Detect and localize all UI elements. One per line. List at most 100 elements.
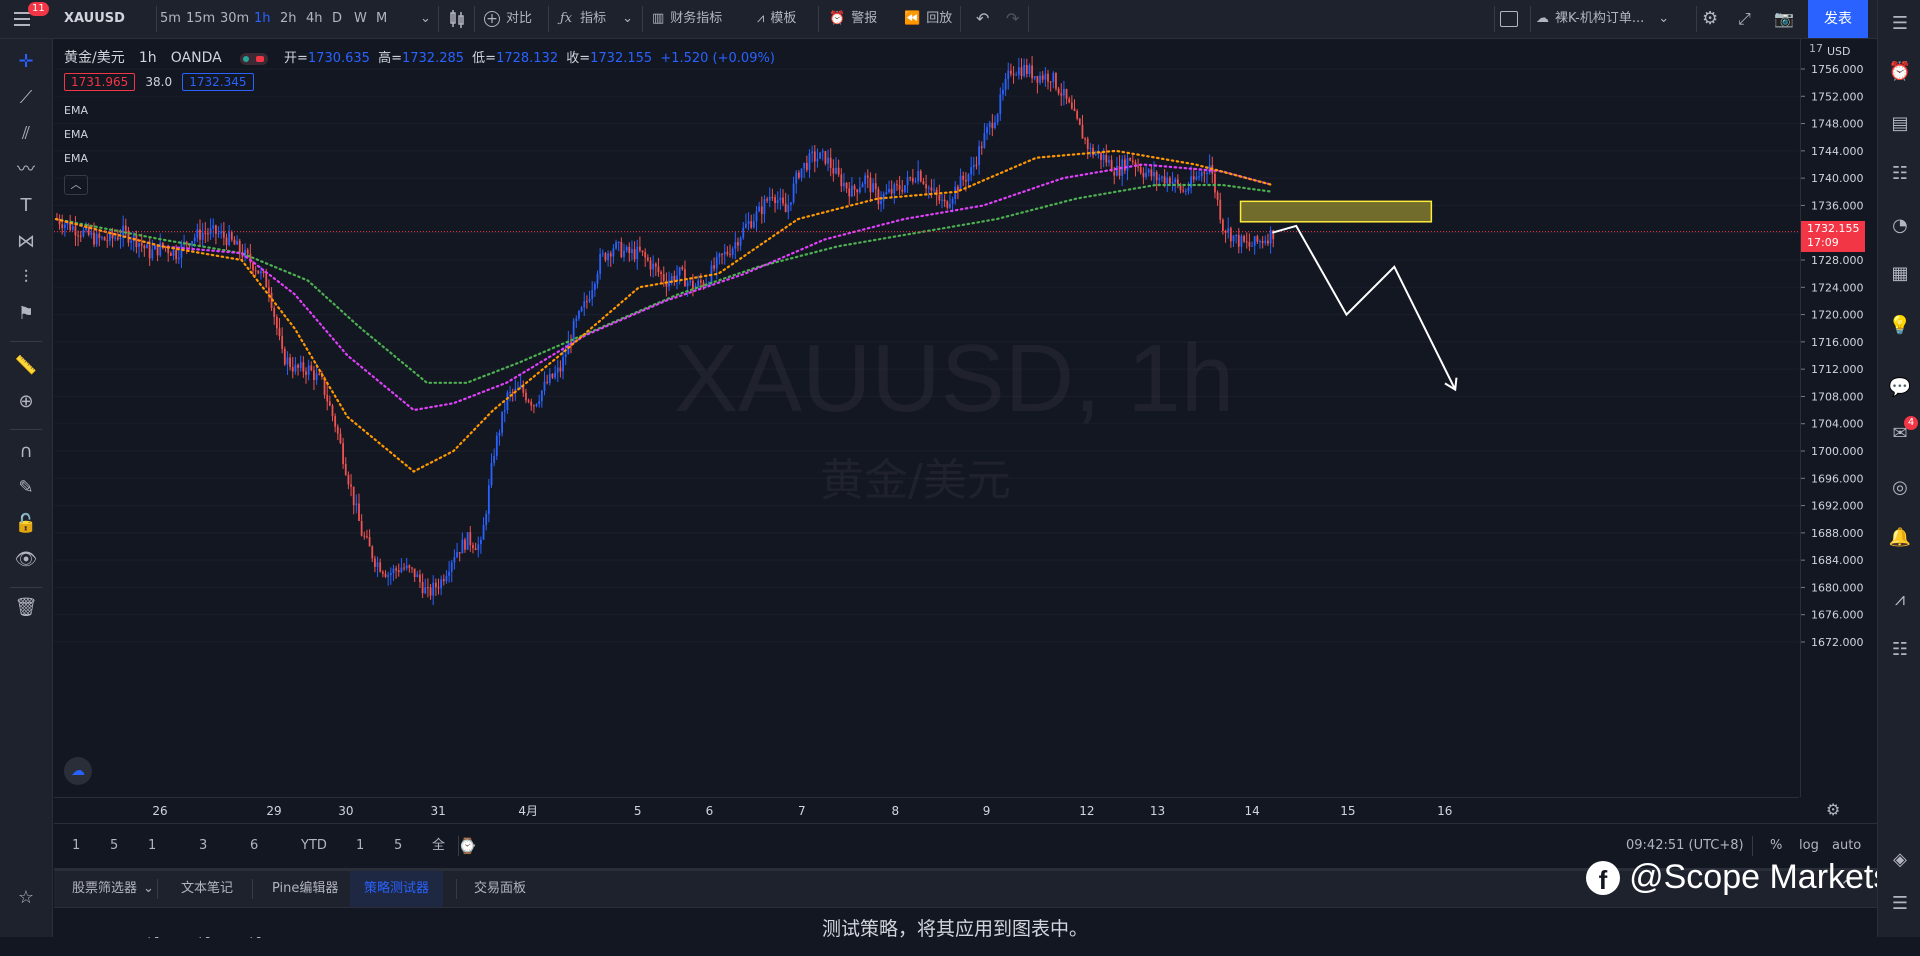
candle-body — [813, 151, 816, 162]
hotlist-icon[interactable]: ☷ — [1891, 163, 1909, 184]
interval-4h[interactable]: 4h — [306, 11, 323, 26]
candle-body — [424, 587, 427, 594]
lock-icon[interactable]: 🔓 — [14, 513, 38, 534]
interval-d[interactable]: D — [332, 11, 343, 26]
candle-body — [389, 573, 392, 576]
projection-path — [1272, 224, 1457, 391]
chart-type-button[interactable] — [447, 0, 467, 38]
star-icon[interactable]: ☆ — [17, 887, 35, 908]
publish-button[interactable]: 发表 — [1808, 0, 1868, 38]
indicator-ema-2[interactable]: EMA — [64, 128, 88, 141]
tradingview-logo[interactable]: ☁ — [64, 757, 92, 785]
interval-15m[interactable]: 15m — [186, 11, 216, 26]
menu-icon[interactable]: ☰ — [1891, 893, 1909, 914]
interval-30m[interactable]: 30m — [220, 11, 250, 26]
calendar-clock-icon[interactable]: ◔ — [1892, 215, 1908, 236]
camera-icon[interactable]: 📷 — [1774, 9, 1794, 28]
settings-gear-icon[interactable]: ⚙ — [1702, 8, 1719, 29]
candle-body — [1020, 67, 1023, 77]
interval-m[interactable]: M — [376, 11, 388, 26]
tab-pine-editor[interactable]: Pine编辑器 — [272, 881, 339, 896]
icons-tool-icon[interactable]: ⚑ — [17, 303, 35, 324]
calendar-icon[interactable]: ▦ — [1891, 263, 1909, 284]
compare-button[interactable]: + 对比 — [484, 0, 532, 38]
symbol-search[interactable]: XAUUSD — [64, 11, 125, 26]
candle-body — [617, 241, 620, 243]
indicator-ema-3[interactable]: EMA — [64, 152, 88, 165]
interval-1h[interactable]: 1h — [254, 11, 271, 26]
maximize-panel-icon[interactable]: ⌃ — [1840, 877, 1853, 895]
interval-5m[interactable]: 5m — [160, 11, 181, 26]
fullscreen-icon[interactable]: ⤢ — [1738, 9, 1751, 28]
financials-button[interactable]: ▥ 财务指标 — [652, 0, 722, 38]
layout-button[interactable] — [1500, 0, 1518, 38]
log-scale-toggle[interactable]: log — [1799, 838, 1819, 853]
candle-body — [238, 240, 241, 253]
text-tool-icon[interactable]: T — [20, 195, 32, 216]
messages-icon[interactable]: ✉ 4 — [1886, 416, 1918, 448]
sell-price-button[interactable]: 1731.965 — [64, 73, 136, 91]
clock-display[interactable]: 09:42:51 (UTC+8) — [1626, 838, 1744, 853]
crosshair-icon[interactable]: ✛ — [18, 51, 34, 72]
alerts-clock-icon[interactable]: ⏰ — [1888, 61, 1912, 82]
candle-body — [949, 203, 951, 208]
replay-button[interactable]: ⏪ 回放 — [904, 0, 952, 38]
tab-stock-screener[interactable]: 股票筛选器 ⌄ — [72, 871, 154, 907]
indicators-button[interactable]: ƒx 指标 ⌄ — [560, 0, 633, 38]
menu-button[interactable]: 11 — [10, 0, 49, 38]
symbol-title[interactable]: 黄金/美元 — [64, 50, 125, 66]
candle-body — [631, 249, 633, 254]
tab-text-notes[interactable]: 文本笔记 — [181, 881, 234, 896]
ideas-chart-icon[interactable]: ⩘ — [1894, 589, 1906, 610]
trash-icon[interactable]: 🗑 — [14, 597, 38, 618]
watchlist-icon[interactable]: ☰ — [1891, 13, 1909, 34]
percent-scale-toggle[interactable]: % — [1770, 838, 1783, 853]
range-button[interactable]: YTD — [301, 838, 327, 853]
trendline-icon[interactable]: ⟋ — [19, 87, 33, 108]
interval-w[interactable]: W — [354, 11, 367, 26]
redo-icon[interactable]: ↷ — [1006, 9, 1020, 28]
zoom-in-icon[interactable]: ⊕ — [18, 391, 34, 412]
axis-settings-gear-icon[interactable]: ⚙ — [1826, 800, 1841, 819]
order-panel-icon[interactable]: ☷ — [1891, 639, 1909, 660]
time-axis[interactable]: 26 29 30 31 4月 5 6 7 8 9 12 13 14 15 16 — [54, 797, 1799, 824]
alert-button[interactable]: ⏰ 警报 — [829, 0, 877, 38]
auto-scale-toggle[interactable]: auto — [1832, 838, 1862, 853]
candle-body — [911, 178, 914, 182]
pencil-lock-icon[interactable]: ✎ — [18, 477, 34, 498]
candle-body — [501, 411, 503, 433]
data-window-icon[interactable]: ▤ — [1891, 113, 1909, 134]
price-chart[interactable] — [54, 39, 1799, 797]
ruler-icon[interactable]: 📏 — [14, 355, 38, 376]
magnet-icon[interactable]: ∩ — [19, 441, 33, 462]
templates-button[interactable]: ⩘ 模板 — [757, 0, 796, 38]
prediction-tool-icon[interactable]: ⫶ — [23, 267, 29, 288]
streams-icon[interactable]: ◎ — [1892, 477, 1908, 498]
eye-icon[interactable]: 👁 — [14, 549, 38, 570]
chart-pane[interactable]: XAUUSD, 1h 黄金/美元 黄金/美元 1h OANDA 开=1730.6… — [54, 39, 1799, 797]
candle-body — [169, 253, 172, 256]
interval-2h[interactable]: 2h — [280, 11, 297, 26]
layout-name-button[interactable]: ☁ 裸K-机构订单... ⌄ — [1536, 0, 1669, 38]
layers-icon[interactable]: ◈ — [1893, 849, 1907, 870]
pattern-tool-icon[interactable]: 〰 — [17, 159, 35, 180]
candle-body — [408, 565, 411, 568]
candle-body — [384, 573, 387, 577]
buy-price-button[interactable]: 1732.345 — [182, 73, 254, 91]
collapse-legend-button[interactable]: ︿ — [64, 175, 88, 195]
notifications-bell-icon[interactable]: 🔔 — [1888, 527, 1912, 548]
indicator-ema-1[interactable]: EMA — [64, 104, 88, 117]
ideas-bulb-icon[interactable]: 💡 — [1888, 315, 1912, 336]
candle-body — [374, 558, 376, 567]
price-axis[interactable]: 1756.000 1752.000 1748.000 1744.000 1740.000… — [1800, 39, 1878, 797]
candle-body — [339, 433, 342, 444]
xabcd-pattern-icon[interactable]: ⋈ — [17, 231, 35, 252]
tab-trading-panel[interactable]: 交易面板 — [474, 881, 527, 896]
tab-strategy-tester[interactable]: 策略测试器 — [350, 871, 444, 907]
currency-label[interactable]: USD — [1827, 45, 1851, 58]
fib-tool-icon[interactable]: ⫽ — [21, 123, 31, 144]
chat-icon[interactable]: 💬 — [1888, 377, 1912, 398]
chevron-down-icon[interactable]: ⌄ — [420, 11, 431, 26]
goto-date-icon[interactable]: ⌚ — [458, 837, 477, 855]
undo-icon[interactable]: ↶ — [976, 9, 990, 28]
